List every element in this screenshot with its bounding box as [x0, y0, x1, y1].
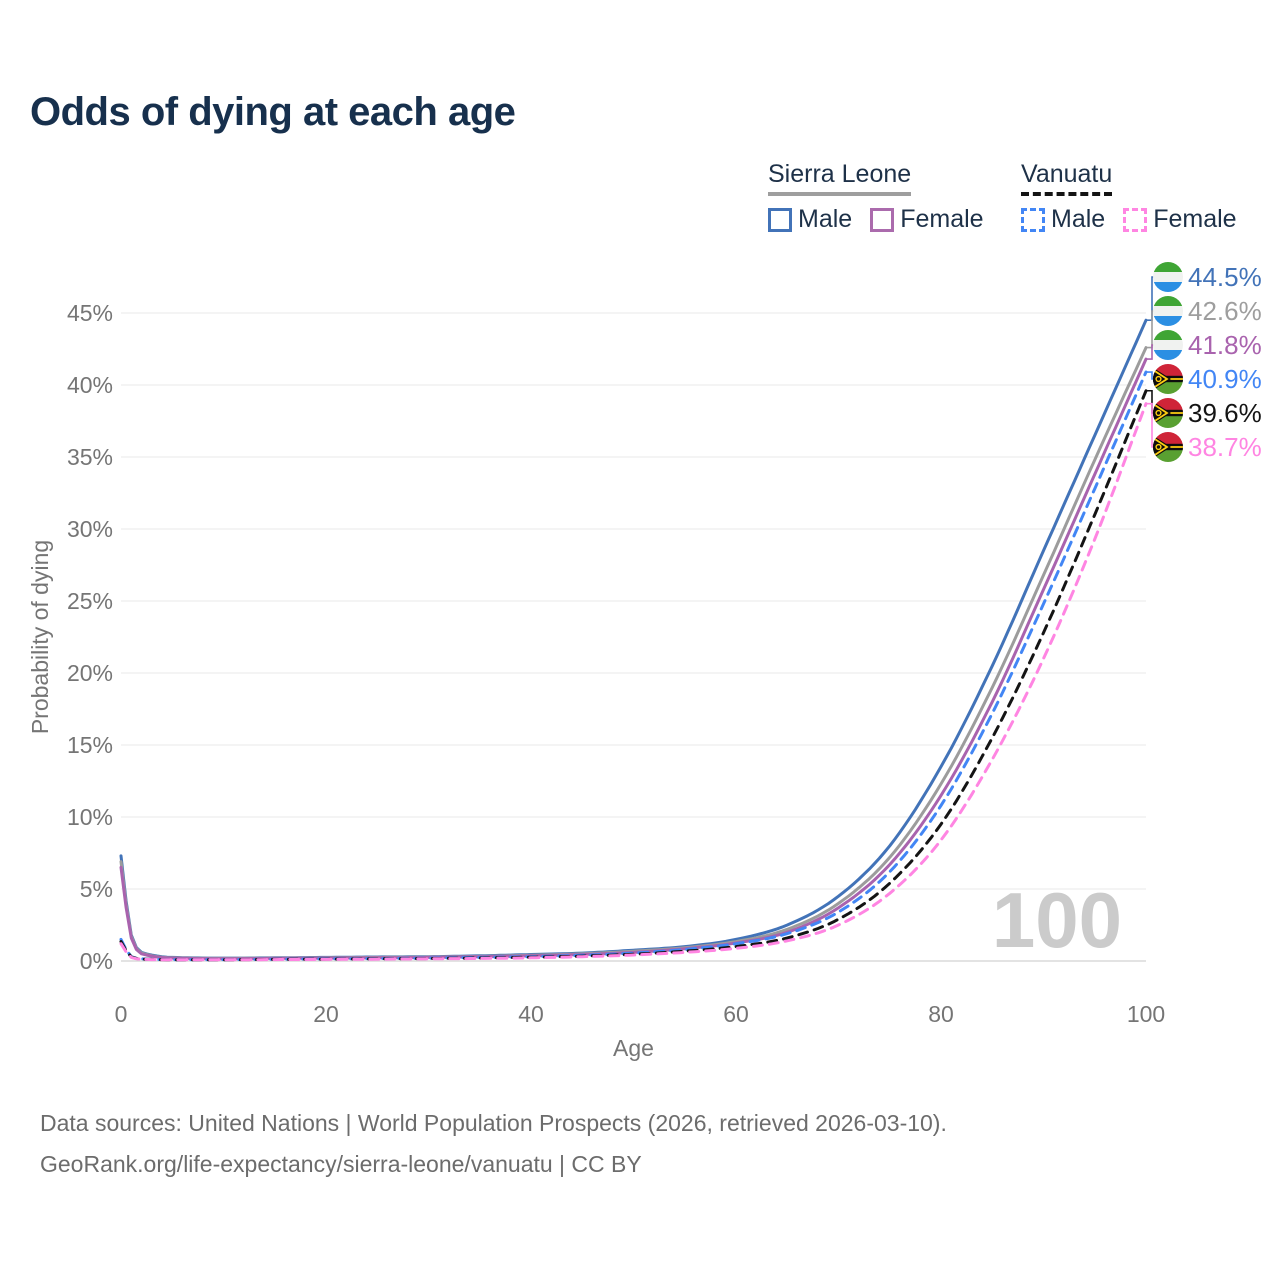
y-axis-title: Probability of dying — [27, 540, 53, 734]
female-solid-swatch-icon — [870, 207, 895, 232]
series-line-sierra-leone-male — [119, 318, 1148, 960]
x-tick-label: 80 — [928, 1001, 954, 1027]
legend-item-sierra-leone-male[interactable]: Male — [768, 205, 852, 234]
series-line-vanuatu-female — [119, 402, 1148, 962]
sierra-leone-flag-icon — [1153, 296, 1183, 326]
y-tick-label: 10% — [67, 804, 113, 830]
y-tick-label: 15% — [67, 732, 113, 758]
end-label-value: 41.8% — [1188, 330, 1262, 360]
x-tick-label: 60 — [723, 1001, 749, 1027]
female-dashed-swatch-icon — [1123, 207, 1148, 232]
vanuatu-flag-icon — [1153, 364, 1183, 394]
series-line-sierra-leone-combined — [119, 346, 1148, 960]
legend: Sierra Leone Male Female Vanuatu Male — [0, 160, 1280, 240]
chart-plot: 0% 5% 10% 15% 20% 25% 30% 35% 40% 45% 0 20 40 60 80 100… — [27, 262, 1262, 1061]
legend-country-vanuatu[interactable]: Vanuatu — [1021, 160, 1113, 196]
page-title: Odds of dying at each age — [30, 90, 516, 134]
legend-group-sierra-leone: Sierra Leone Male Female — [768, 160, 984, 234]
footer-attribution[interactable]: GeoRank.org/life-expectancy/sierra-leone… — [40, 1151, 642, 1177]
y-tick-label: 20% — [67, 660, 113, 686]
end-label-value: 44.5% — [1188, 262, 1262, 292]
male-dashed-swatch-icon — [1021, 207, 1045, 232]
vanuatu-flag-icon — [1153, 398, 1183, 428]
end-label-value: 40.9% — [1188, 364, 1262, 394]
y-tick-label: 5% — [80, 876, 113, 902]
end-label-value: 42.6% — [1188, 296, 1262, 326]
series-line-sierra-leone-female — [119, 357, 1148, 961]
legend-item-label: Female — [900, 205, 984, 233]
series-line-vanuatu-combined — [119, 389, 1148, 962]
watermark-age: 100 — [992, 876, 1122, 964]
legend-group-vanuatu: Vanuatu Male Female — [1021, 160, 1237, 234]
x-tick-label: 100 — [1127, 1001, 1165, 1027]
male-solid-swatch-icon — [768, 207, 792, 232]
legend-item-label: Female — [1153, 205, 1237, 233]
x-tick-label: 0 — [115, 1001, 128, 1027]
y-tick-label: 0% — [80, 948, 113, 974]
legend-country-sierra-leone[interactable]: Sierra Leone — [768, 160, 912, 196]
y-tick-label: 30% — [67, 516, 113, 542]
x-tick-label: 40 — [518, 1001, 544, 1027]
sierra-leone-flag-icon — [1153, 330, 1183, 360]
y-tick-label: 40% — [67, 372, 113, 398]
y-tick-label: 45% — [67, 300, 113, 326]
x-tick-label: 20 — [313, 1001, 339, 1027]
legend-item-vanuatu-male[interactable]: Male — [1021, 205, 1105, 234]
end-label-value: 38.7% — [1188, 432, 1262, 462]
footer-data-sources: Data sources: United Nations | World Pop… — [40, 1110, 947, 1136]
end-label-value: 39.6% — [1188, 398, 1262, 428]
x-axis-title: Age — [613, 1035, 654, 1061]
legend-item-vanuatu-female[interactable]: Female — [1123, 205, 1237, 234]
vanuatu-flag-icon — [1153, 432, 1183, 462]
y-tick-label: 25% — [67, 588, 113, 614]
y-tick-label: 35% — [67, 444, 113, 470]
sierra-leone-flag-icon — [1153, 262, 1183, 292]
legend-item-sierra-leone-female[interactable]: Female — [870, 205, 984, 234]
legend-item-label: Male — [1051, 205, 1106, 233]
legend-item-label: Male — [798, 205, 853, 233]
